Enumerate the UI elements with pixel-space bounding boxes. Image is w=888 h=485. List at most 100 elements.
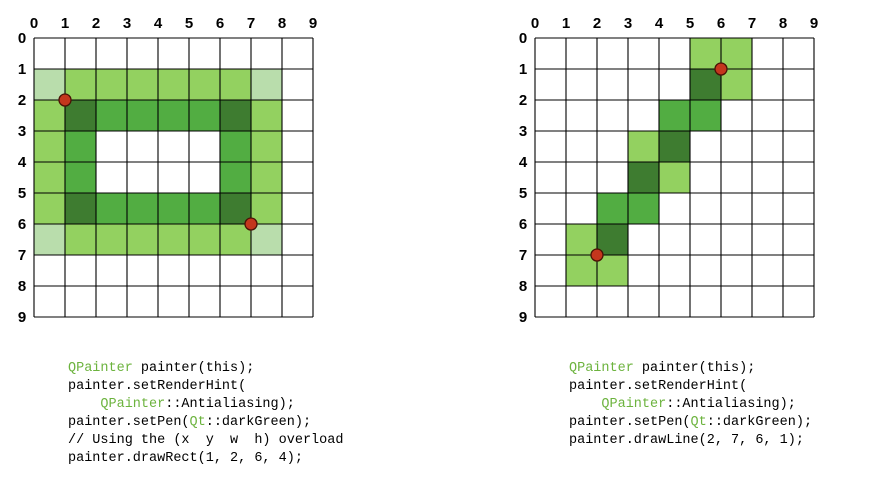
quarter-pixel-cell [597, 255, 628, 286]
y-axis-label: 0 [18, 30, 26, 47]
code-text: painter.setPen( [569, 415, 691, 430]
quarter-pixel-cell [65, 69, 96, 100]
code-text [569, 397, 601, 412]
quarter-pixel-cell [127, 224, 158, 255]
y-axis-label: 9 [519, 309, 527, 326]
x-axis-label: 4 [655, 15, 664, 32]
half-pixel-cell [65, 162, 96, 193]
x-axis-label: 0 [531, 15, 539, 32]
y-axis-label: 4 [519, 154, 528, 171]
half-pixel-cell [127, 100, 158, 131]
x-axis-label: 6 [717, 15, 725, 32]
quarter-pixel-cell [628, 131, 659, 162]
y-axis-label: 9 [18, 309, 26, 326]
half-pixel-cell [65, 131, 96, 162]
y-axis-label: 2 [519, 92, 527, 109]
y-axis-label: 4 [18, 154, 27, 171]
coordinate-point [714, 62, 728, 76]
quarter-pixel-cell [96, 69, 127, 100]
code-text: painter.setRenderHint( [569, 379, 748, 394]
quarter-pixel-cell [721, 69, 752, 100]
y-axis-label: 7 [519, 247, 527, 264]
x-axis-label: 9 [309, 15, 317, 32]
y-axis-label: 8 [18, 278, 26, 295]
x-axis-label: 3 [624, 15, 632, 32]
drawrect-code-snippet: QPainter painter(this); painter.setRende… [68, 360, 343, 468]
quarter-pixel-cell [96, 224, 127, 255]
code-keyword: QPainter [569, 361, 634, 376]
quarter-pixel-cell [65, 224, 96, 255]
code-text: painter.setRenderHint( [68, 379, 247, 394]
half-pixel-cell [189, 100, 220, 131]
y-axis-label: 6 [18, 216, 26, 233]
y-axis-label: 1 [18, 61, 26, 78]
quarter-pixel-cell [189, 69, 220, 100]
quarter-pixel-cell [251, 100, 282, 131]
half-pixel-cell [597, 193, 628, 224]
x-axis-label: 7 [247, 15, 255, 32]
x-axis-label: 2 [92, 15, 100, 32]
pen-pixel-cell [220, 100, 251, 131]
y-axis-label: 7 [18, 247, 26, 264]
y-axis-label: 3 [18, 123, 26, 140]
half-pixel-cell [158, 193, 189, 224]
coordinate-point [244, 217, 258, 231]
code-text: painter(this); [633, 361, 756, 376]
x-axis-label: 2 [593, 15, 601, 32]
x-axis-label: 8 [779, 15, 787, 32]
x-axis-label: 3 [123, 15, 131, 32]
half-pixel-cell [659, 100, 690, 131]
drawline-code-snippet: QPainter painter(this); painter.setRende… [569, 360, 812, 450]
quarter-pixel-cell [251, 131, 282, 162]
y-axis-label: 3 [519, 123, 527, 140]
x-axis-label: 1 [61, 15, 69, 32]
x-axis-label: 8 [278, 15, 286, 32]
quarter-pixel-cell [690, 38, 721, 69]
drawRect-grid-diagram: 00 1 1 2 2 3 3 4 4 5 5 6 6 7 7 8 8 9 9 [18, 15, 317, 326]
quarter-pixel-cell [721, 38, 752, 69]
code-text: painter(this); [132, 361, 255, 376]
y-axis-label: 5 [519, 185, 527, 202]
quarter-pixel-cell [34, 131, 65, 162]
y-axis-label: 1 [519, 61, 527, 78]
x-axis-label: 4 [154, 15, 163, 32]
code-text: ::Antialiasing); [165, 397, 295, 412]
corner-pixel-cell [34, 224, 65, 255]
y-axis-label: 8 [519, 278, 527, 295]
half-pixel-cell [158, 100, 189, 131]
code-text: // Using the (x y w h) overload [68, 433, 344, 448]
code-keyword: Qt [690, 415, 707, 430]
code-text: ::darkGreen); [706, 415, 813, 430]
coordinate-point [590, 248, 604, 262]
x-axis-label: 0 [30, 15, 38, 32]
quarter-pixel-cell [659, 162, 690, 193]
code-text: ::Antialiasing); [666, 397, 796, 412]
code-text: painter.drawRect(1, 2, 6, 4); [68, 451, 303, 466]
quarter-pixel-cell [34, 100, 65, 131]
y-axis-label: 5 [18, 185, 26, 202]
code-text: painter.setPen( [68, 415, 190, 430]
pen-pixel-cell [65, 193, 96, 224]
coordinate-point [58, 93, 72, 107]
y-axis-label: 6 [519, 216, 527, 233]
corner-pixel-cell [251, 224, 282, 255]
quarter-pixel-cell [158, 224, 189, 255]
pen-pixel-cell [628, 162, 659, 193]
x-axis-label: 5 [686, 15, 694, 32]
corner-pixel-cell [34, 69, 65, 100]
pen-pixel-cell [659, 131, 690, 162]
pen-pixel-cell [690, 69, 721, 100]
code-text: painter.drawLine(2, 7, 6, 1); [569, 433, 804, 448]
code-keyword: Qt [189, 415, 206, 430]
quarter-pixel-cell [220, 224, 251, 255]
quarter-pixel-cell [158, 69, 189, 100]
half-pixel-cell [628, 193, 659, 224]
quarter-pixel-cell [220, 69, 251, 100]
half-pixel-cell [96, 193, 127, 224]
y-axis-label: 2 [18, 92, 26, 109]
half-pixel-cell [220, 162, 251, 193]
code-text [68, 397, 100, 412]
x-axis-label: 1 [562, 15, 570, 32]
quarter-pixel-cell [189, 224, 220, 255]
